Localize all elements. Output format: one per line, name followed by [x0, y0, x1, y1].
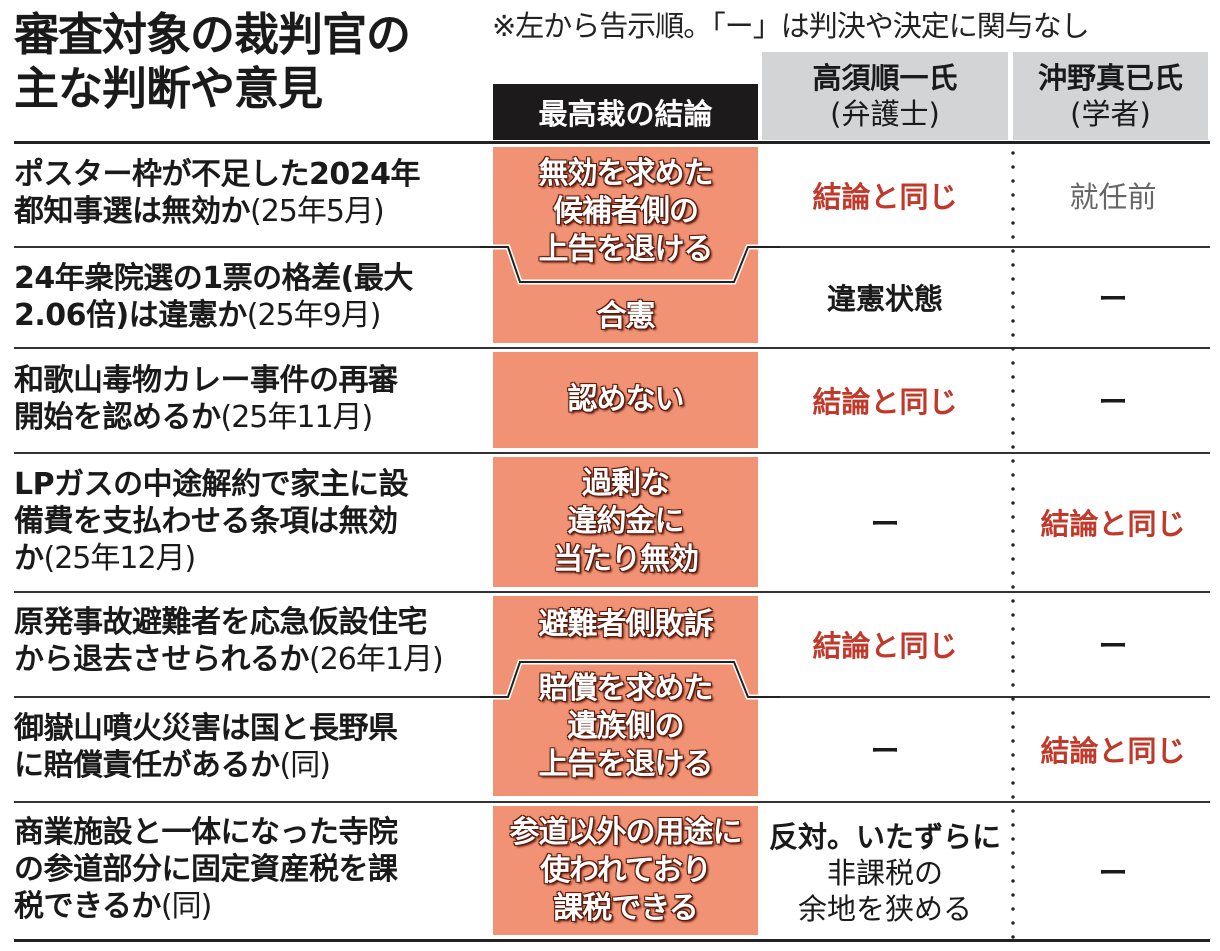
table-bottom-rule — [14, 939, 1210, 942]
question-line: 都知事選は無効か — [14, 194, 251, 229]
conclusion-row-7: 参道以外の用途に 使われており 課税できる — [493, 814, 758, 928]
judge2-row-5: ー — [1098, 629, 1128, 663]
decision-date: (同) — [279, 748, 331, 783]
column-header-conclusion: 最高裁の結論 — [493, 84, 758, 140]
row-divider — [760, 246, 1210, 248]
question-line: の参道部分に固定資産税を課 — [14, 852, 398, 887]
conclusion-row-3: 認めない — [493, 381, 758, 419]
question-row-2: 24年衆院選の1票の格差(最大 2.06倍)は違憲か(25年9月) — [14, 260, 484, 334]
question-row-4: LPガスの中途解約で家主に設 備費を支払わせる条項は無効 か(25年12月) — [14, 466, 484, 577]
question-line: 開始を認めるか — [14, 400, 221, 435]
decision-date: (同) — [160, 889, 212, 924]
judge2-row-4: 結論と同じ — [1040, 507, 1186, 541]
conclusion-row-4: 過剰な 違約金に 当たり無効 — [493, 465, 758, 579]
judge1-row-2: 違憲状態 — [826, 281, 943, 316]
conclusion-row-2: 合憲 — [493, 298, 758, 336]
question-line: 原発事故避難者を応急仮設住宅 — [14, 605, 428, 640]
row-divider — [14, 246, 494, 248]
trapezoid-divider — [480, 244, 780, 285]
column-header-judge-okino: 沖野真已氏 (学者) — [1013, 52, 1208, 140]
question-line: 24年衆院選の1票の格差(最大 — [14, 261, 413, 296]
question-row-7: 商業施設と一体になった寺院 の参道部分に固定資産税を課 税できるか(同) — [14, 814, 484, 925]
question-line: ポスター枠が不足した2024年 — [14, 157, 421, 192]
conclusion-line: 当たり無効 — [553, 542, 699, 577]
judge1-row-3: 結論と同じ — [812, 385, 958, 419]
judge-name: 沖野真已氏 — [1037, 61, 1183, 95]
conclusion-line: 上告を退ける — [538, 747, 714, 782]
question-line: に賠償責任があるか — [14, 748, 280, 783]
judge-role: (学者) — [1070, 97, 1151, 131]
decision-date: (25年5月) — [250, 194, 385, 229]
conclusion-line: 無効を求めた — [538, 156, 714, 191]
conclusion-block-row-4 — [493, 457, 758, 587]
conclusion-row-1: 無効を求めた 候補者側の 上告を退ける — [493, 155, 758, 269]
title-line-1: 審査対象の裁判官の — [14, 8, 411, 61]
conclusion-line: 課税できる — [553, 891, 698, 926]
question-line: 御嶽山噴火災害は国と長野県 — [14, 711, 398, 746]
judge1-row-5: 結論と同じ — [812, 629, 958, 663]
decision-date: (25年9月) — [246, 298, 382, 333]
conclusion-line: 遺族側の — [567, 709, 685, 744]
judge2-row-3: ー — [1098, 385, 1128, 419]
conclusion-line: 過剰な — [582, 466, 670, 501]
row-divider — [14, 801, 1210, 803]
opinion-line: 余地を狭める — [797, 891, 972, 926]
header-divider — [14, 141, 1210, 144]
question-row-1: ポスター枠が不足した2024年 都知事選は無効か(25年5月) — [14, 156, 484, 230]
page-title: 審査対象の裁判官の 主な判断や意見 — [14, 8, 484, 116]
decision-date: (25年11月) — [220, 400, 374, 435]
conclusion-block-row-7 — [493, 806, 758, 935]
conclusion-line: 使われており — [540, 853, 712, 888]
decision-date: (26年1月) — [309, 642, 444, 677]
conclusion-line: 違約金に — [567, 504, 685, 539]
judge2-row-6: 結論と同じ — [1040, 733, 1186, 768]
row-divider — [14, 696, 494, 698]
row-divider — [760, 696, 1210, 698]
question-row-6: 御嶽山噴火災害は国と長野県 に賠償責任があるか(同) — [14, 710, 484, 784]
title-line-2: 主な判断や意見 — [14, 62, 323, 115]
trapezoid-divider — [480, 659, 780, 700]
conclusion-line: 認めない — [567, 382, 685, 417]
column-header-judge-takasu: 高須順一氏 (弁護士) — [762, 52, 1008, 140]
judge-role: (弁護士) — [830, 97, 940, 131]
question-line: 商業施設と一体になった寺院 — [14, 815, 398, 850]
row-divider — [14, 591, 1210, 593]
conclusion-row-6: 賠償を求めた 遺族側の 上告を退ける — [493, 670, 758, 784]
opinion-line: 反対。いたずらに — [768, 819, 1001, 854]
conclusion-block-rows-1-2 — [493, 147, 758, 343]
question-row-3: 和歌山毒物カレー事件の再審 開始を認めるか(25年11月) — [14, 362, 484, 436]
conclusion-block-rows-5-6 — [493, 596, 758, 796]
question-line: LPガスの中途解約で家主に設 — [14, 467, 409, 502]
judge1-row-4: ー — [870, 507, 900, 541]
row-divider — [14, 347, 1210, 349]
dotted-column-divider — [1011, 146, 1015, 941]
conclusion-line: 参道以外の用途に — [509, 815, 743, 850]
question-row-5: 原発事故避難者を応急仮設住宅 から退去させられるか(26年1月) — [14, 604, 484, 678]
judge1-row-7: 反対。いたずらに 非課税の 余地を狭める — [762, 806, 1008, 939]
judge2-row-7: ー — [1098, 855, 1128, 890]
question-line: 和歌山毒物カレー事件の再審 — [14, 363, 398, 398]
opinion-line: 非課税の — [826, 855, 943, 890]
conclusion-line: 候補者側の — [553, 194, 699, 229]
decision-date: (25年12月) — [43, 541, 197, 576]
conclusion-block-row-3 — [493, 352, 758, 448]
judge1-row-1: 結論と同じ — [812, 179, 958, 214]
conclusion-line: 賠償を求めた — [538, 671, 714, 706]
question-line: 税できるか — [14, 889, 161, 924]
judge2-row-2: ー — [1098, 281, 1128, 316]
question-line: か — [14, 541, 44, 576]
row-divider — [14, 452, 1210, 454]
judge1-row-6: ー — [870, 733, 900, 768]
footnote: ※左から告示順。「ー」は判決や決定に関与なし — [492, 9, 1090, 43]
conclusion-row-5: 避難者側敗訴 — [493, 606, 758, 644]
question-line: から退去させられるか — [14, 642, 310, 677]
conclusion-line: 避難者側敗訴 — [538, 607, 714, 642]
conclusion-line: 上告を退ける — [538, 232, 714, 267]
question-line: 備費を支払わせる条項は無効 — [14, 504, 398, 539]
conclusion-line: 合憲 — [596, 299, 656, 334]
judge-name: 高須順一氏 — [812, 61, 958, 95]
judge2-row-1: 就任前 — [1069, 179, 1157, 214]
question-line: 2.06倍)は違憲か — [14, 298, 247, 333]
